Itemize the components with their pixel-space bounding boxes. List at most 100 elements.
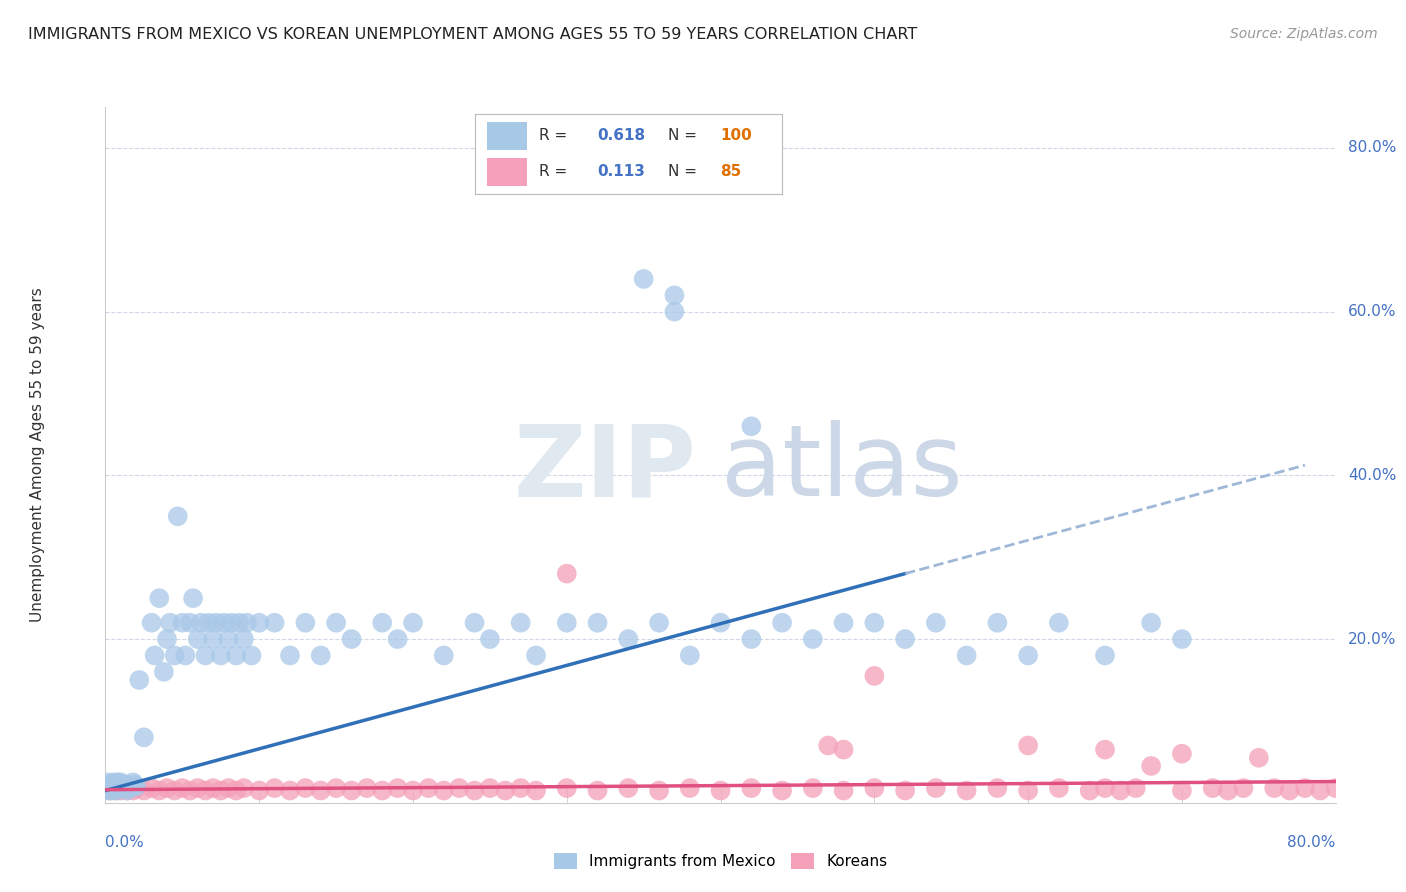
- Point: [212, 615, 235, 630]
- Point: [197, 615, 219, 630]
- Point: [1109, 783, 1132, 797]
- Text: Source: ZipAtlas.com: Source: ZipAtlas.com: [1230, 27, 1378, 41]
- Point: [194, 783, 217, 797]
- Point: [1263, 780, 1285, 795]
- Point: [120, 780, 141, 795]
- Point: [122, 775, 145, 789]
- Point: [509, 780, 531, 795]
- Point: [524, 783, 547, 797]
- Point: [172, 615, 194, 630]
- Point: [97, 783, 120, 797]
- Point: [166, 509, 188, 524]
- Point: [494, 783, 516, 797]
- Point: [340, 632, 363, 646]
- Point: [1216, 783, 1239, 797]
- Point: [1324, 780, 1347, 795]
- Point: [832, 615, 855, 630]
- Text: IMMIGRANTS FROM MEXICO VS KOREAN UNEMPLOYMENT AMONG AGES 55 TO 59 YEARS CORRELAT: IMMIGRANTS FROM MEXICO VS KOREAN UNEMPLO…: [28, 27, 917, 42]
- Point: [122, 783, 145, 797]
- Point: [986, 780, 1008, 795]
- Point: [181, 591, 204, 606]
- Point: [110, 783, 132, 797]
- Point: [141, 615, 163, 630]
- Point: [894, 632, 917, 646]
- Point: [555, 566, 578, 581]
- Point: [228, 615, 250, 630]
- Point: [679, 648, 702, 663]
- Point: [956, 783, 979, 797]
- Text: 0.113: 0.113: [598, 164, 645, 179]
- Point: [1140, 615, 1163, 630]
- Point: [1294, 780, 1316, 795]
- Point: [111, 780, 134, 795]
- Point: [464, 615, 486, 630]
- Point: [1278, 783, 1301, 797]
- Point: [97, 780, 120, 794]
- Point: [1140, 759, 1163, 773]
- Point: [190, 615, 212, 630]
- Point: [464, 783, 486, 797]
- Point: [98, 780, 121, 795]
- Point: [371, 615, 394, 630]
- Point: [278, 783, 301, 797]
- Point: [221, 615, 243, 630]
- Point: [633, 272, 655, 286]
- Point: [433, 648, 456, 663]
- Point: [108, 778, 131, 792]
- Point: [105, 783, 128, 797]
- Point: [817, 739, 839, 753]
- Point: [449, 780, 471, 795]
- Point: [128, 673, 150, 687]
- Text: 80.0%: 80.0%: [1348, 140, 1396, 155]
- Point: [402, 783, 425, 797]
- Point: [1094, 648, 1116, 663]
- Point: [710, 783, 733, 797]
- Point: [117, 778, 139, 792]
- Point: [112, 778, 135, 792]
- Point: [104, 780, 127, 795]
- Text: 0.0%: 0.0%: [105, 836, 145, 850]
- Text: 0.618: 0.618: [598, 128, 645, 143]
- Point: [100, 783, 122, 797]
- Text: 20.0%: 20.0%: [1348, 632, 1396, 647]
- Point: [153, 665, 176, 679]
- Point: [205, 615, 228, 630]
- Point: [148, 783, 170, 797]
- Point: [325, 615, 347, 630]
- Point: [1125, 780, 1147, 795]
- FancyBboxPatch shape: [486, 122, 527, 150]
- Point: [1078, 783, 1101, 797]
- Point: [148, 591, 170, 606]
- Point: [863, 615, 886, 630]
- Point: [986, 615, 1008, 630]
- Point: [159, 615, 181, 630]
- Point: [232, 632, 254, 646]
- Text: N =: N =: [668, 164, 697, 179]
- Point: [115, 783, 138, 797]
- Point: [740, 419, 762, 434]
- Point: [163, 783, 186, 797]
- Point: [187, 632, 209, 646]
- Point: [172, 780, 194, 795]
- Text: ZIP: ZIP: [513, 420, 696, 517]
- Point: [925, 615, 948, 630]
- Point: [163, 648, 186, 663]
- Point: [925, 780, 948, 795]
- Point: [114, 780, 136, 794]
- Point: [294, 615, 316, 630]
- Point: [121, 780, 143, 794]
- Point: [179, 615, 201, 630]
- Point: [1171, 632, 1194, 646]
- Text: R =: R =: [538, 128, 568, 143]
- Point: [225, 648, 247, 663]
- Text: Unemployment Among Ages 55 to 59 years: Unemployment Among Ages 55 to 59 years: [31, 287, 45, 623]
- Point: [740, 780, 762, 795]
- Text: N =: N =: [668, 128, 697, 143]
- Point: [801, 780, 824, 795]
- Point: [1017, 783, 1039, 797]
- Point: [247, 783, 270, 797]
- Point: [232, 780, 254, 795]
- Point: [509, 615, 531, 630]
- Point: [98, 783, 121, 797]
- Point: [96, 780, 118, 795]
